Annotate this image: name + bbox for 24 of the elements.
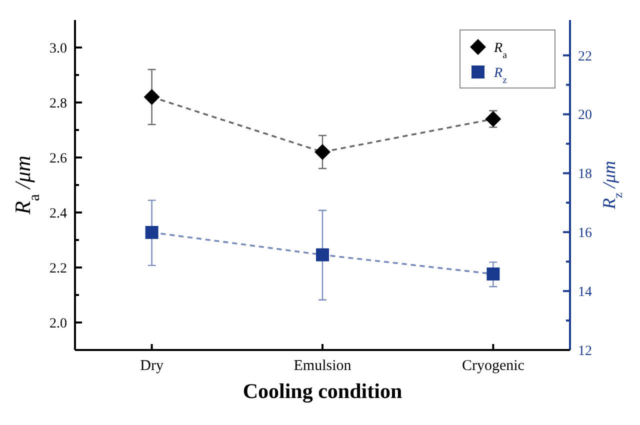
y-tick-label: 2.0 xyxy=(50,316,67,332)
point xyxy=(314,144,330,160)
x-tick-label: Emulsion xyxy=(294,358,352,374)
y-tick-label: 3.0 xyxy=(50,41,67,56)
y2-tick-label: 20 xyxy=(578,108,592,124)
legend-label: R$_{a}$ xyxy=(493,40,508,60)
y2-tick-label: 18 xyxy=(578,167,592,182)
y2-tick-label: 14 xyxy=(578,284,592,300)
y-tick-label: 2.2 xyxy=(50,261,67,276)
y-tick-label: 2.8 xyxy=(50,96,67,112)
y2-tick-label: 22 xyxy=(578,49,592,64)
point xyxy=(145,226,158,239)
x-tick-label: Cryogenic xyxy=(462,358,525,374)
point xyxy=(485,111,502,127)
y2-tick-label: 12 xyxy=(578,344,592,359)
y2-tick-label: 16 xyxy=(578,226,592,242)
point xyxy=(486,267,500,280)
y-tick-label: 2.4 xyxy=(50,206,67,222)
x-axis-title: Cooling condition xyxy=(242,379,402,403)
legend-label: R$_{z}$ xyxy=(493,66,508,86)
point xyxy=(316,248,329,262)
x-tick-label: Dry xyxy=(140,358,164,374)
point xyxy=(144,89,160,105)
y-tick-label: 2.6 xyxy=(50,151,67,166)
